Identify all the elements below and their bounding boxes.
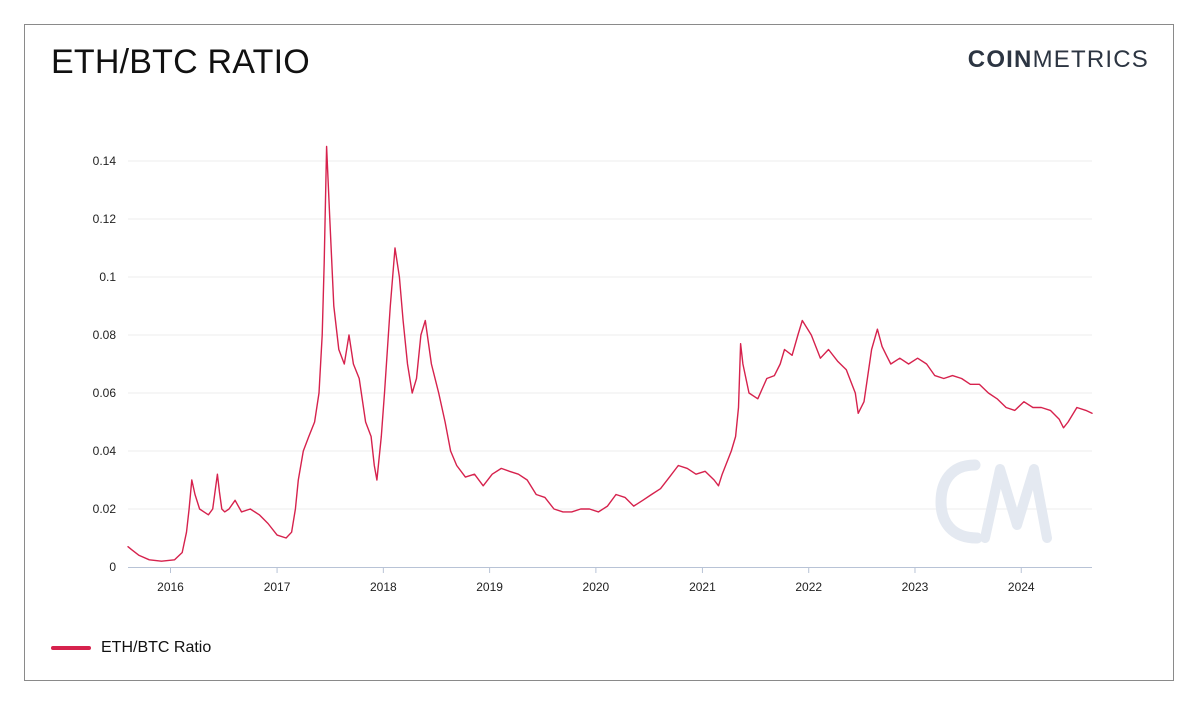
y-tick-label: 0.06 xyxy=(93,386,117,400)
brand-logo-light: METRICS xyxy=(1032,46,1149,73)
grid-layer xyxy=(128,160,1092,510)
watermark-c-shape xyxy=(935,459,983,544)
x-tick-label: 2018 xyxy=(370,580,397,594)
x-tick-label: 2023 xyxy=(902,580,929,594)
legend-label: ETH/BTC Ratio xyxy=(101,639,212,656)
y-tick-label: 0.08 xyxy=(93,328,117,342)
y-tick-label: 0.12 xyxy=(93,212,117,226)
y-tick-label: 0.04 xyxy=(93,444,117,458)
brand-logo: COINMETRICS xyxy=(968,46,1149,74)
watermark-logo-icon xyxy=(935,459,1052,544)
y-tick-label: 0.1 xyxy=(99,270,116,284)
x-tick-label: 2019 xyxy=(476,580,503,594)
series-layer xyxy=(127,145,1093,562)
y-tick-label: 0.14 xyxy=(93,154,117,168)
y-tick-label: 0 xyxy=(109,560,116,574)
chart-title: ETH/BTC RATIO xyxy=(51,43,310,81)
x-tick-label: 2022 xyxy=(795,580,822,594)
series-line-eth-btc-ratio xyxy=(127,145,1093,562)
x-tick-label: 2021 xyxy=(689,580,716,594)
chart-plot: 0 0.02 0.04 0.06 0.08 0.1 0.12 0.14 2016 2017 2018… xyxy=(93,145,1093,594)
axis-layer: 0 0.02 0.04 0.06 0.08 0.1 0.12 0.14 2016 2017 2018… xyxy=(93,154,1092,594)
y-tick-label: 0.02 xyxy=(93,502,117,516)
legend-swatch xyxy=(51,646,91,650)
legend: ETH/BTC Ratio xyxy=(51,639,211,657)
x-tick-label: 2016 xyxy=(157,580,184,594)
brand-logo-bold: COIN xyxy=(967,46,1033,73)
x-tick-label: 2020 xyxy=(583,580,610,594)
chart-card: ETH/BTC RATIO COINMETRICS 0 0.02 0.04 0.06 0… xyxy=(24,24,1174,681)
watermark-m-shape xyxy=(980,464,1052,543)
x-tick-label: 2017 xyxy=(264,580,291,594)
x-tick-label: 2024 xyxy=(1008,580,1035,594)
